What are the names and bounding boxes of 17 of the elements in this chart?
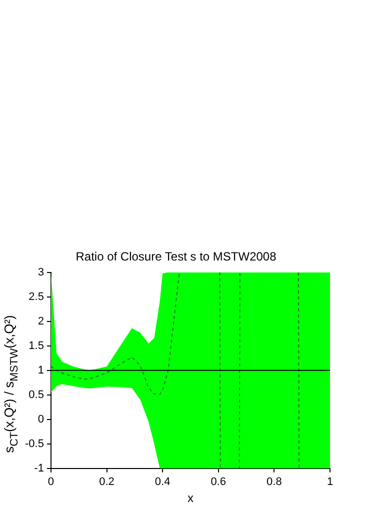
y-tick-label: 0.5 [28,388,44,401]
y-tick-label: 3 [38,266,44,278]
y-tick-label: 1 [38,364,44,376]
x-tick-label: 0.8 [266,476,282,488]
y-tick-label: 2.5 [28,290,44,303]
y-tick-label: 1.5 [28,340,44,352]
x-tick-label: 0.2 [99,476,114,488]
chart-title: Ratio of Closure Test s to MSTW2008 [76,250,277,264]
y-tick-label: -0.5 [24,438,44,450]
y-tick-label: 2 [38,315,44,328]
y-tick-label: 0 [38,413,44,426]
x-tick-label: 1 [326,476,334,488]
x-tick-label: 0.6 [210,476,226,488]
x-tick-label: 0 [48,476,54,488]
y-tick-label: -1 [34,462,44,474]
x-axis-title: x [187,491,194,506]
x-tick-label: 0.4 [154,476,170,488]
